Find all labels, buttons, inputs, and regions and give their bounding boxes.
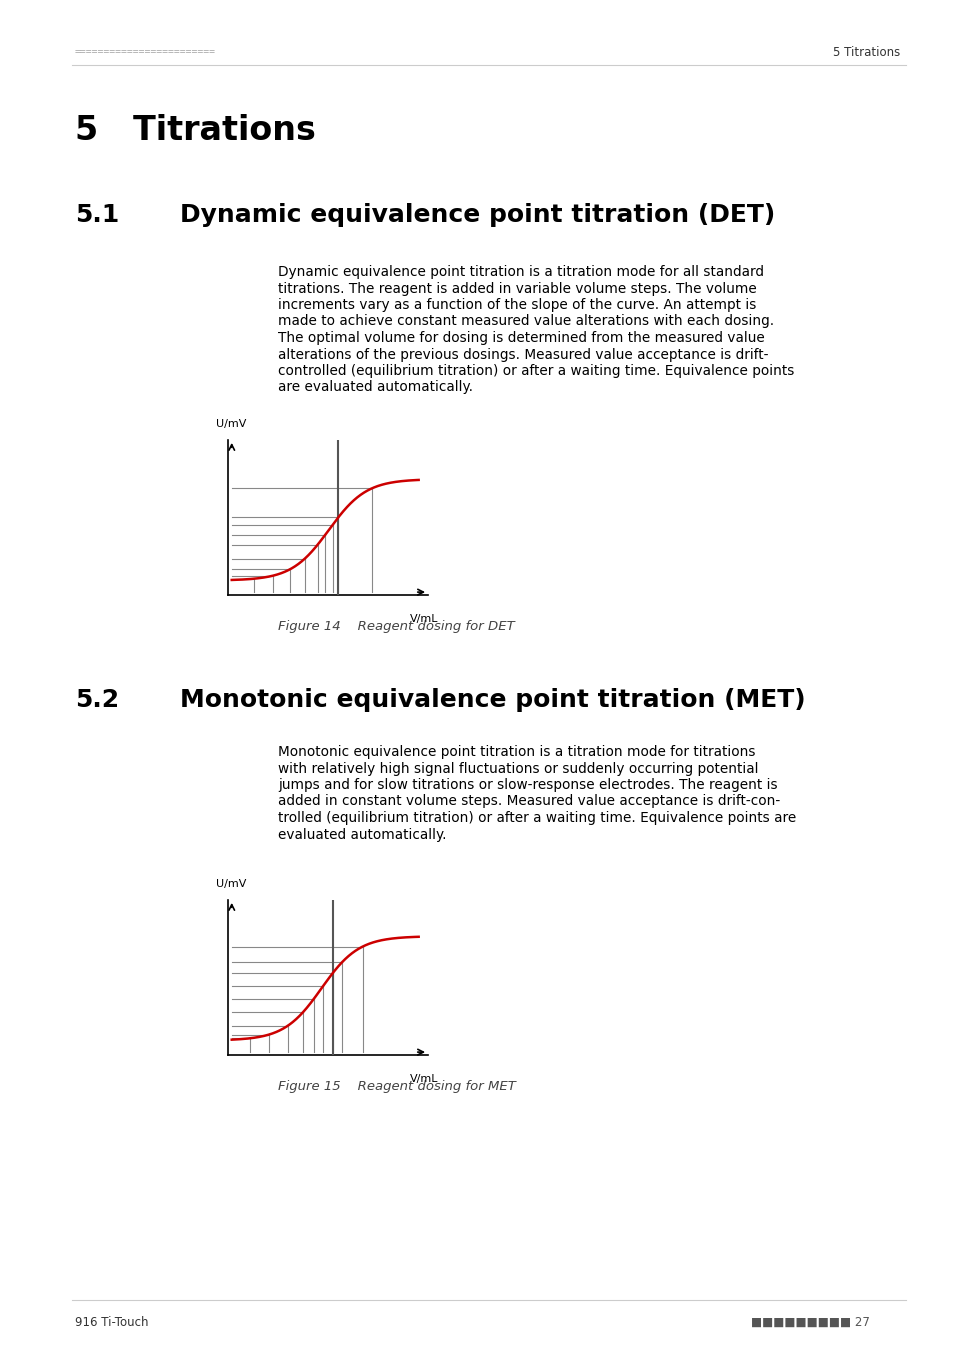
Text: increments vary as a function of the slope of the curve. An attempt is: increments vary as a function of the slo… xyxy=(277,298,756,312)
Text: 5 Titrations: 5 Titrations xyxy=(832,46,899,58)
Text: ========================: ======================== xyxy=(75,47,215,57)
Text: Monotonic equivalence point titration (MET): Monotonic equivalence point titration (M… xyxy=(180,688,804,711)
Text: titrations. The reagent is added in variable volume steps. The volume: titrations. The reagent is added in vari… xyxy=(277,282,756,296)
Text: Monotonic equivalence point titration is a titration mode for titrations: Monotonic equivalence point titration is… xyxy=(277,745,755,759)
Text: with relatively high signal fluctuations or suddenly occurring potential: with relatively high signal fluctuations… xyxy=(277,761,758,775)
Text: U/mV: U/mV xyxy=(215,879,246,890)
Text: The optimal volume for dosing is determined from the measured value: The optimal volume for dosing is determi… xyxy=(277,331,764,346)
Text: 916 Ti-Touch: 916 Ti-Touch xyxy=(75,1315,149,1328)
Text: Figure 15    Reagent dosing for MET: Figure 15 Reagent dosing for MET xyxy=(277,1080,516,1094)
Text: Dynamic equivalence point titration (DET): Dynamic equivalence point titration (DET… xyxy=(180,202,775,227)
Text: are evaluated automatically.: are evaluated automatically. xyxy=(277,381,473,394)
Text: Dynamic equivalence point titration is a titration mode for all standard: Dynamic equivalence point titration is a… xyxy=(277,265,763,279)
Text: added in constant volume steps. Measured value acceptance is drift-con-: added in constant volume steps. Measured… xyxy=(277,795,780,809)
Text: made to achieve constant measured value alterations with each dosing.: made to achieve constant measured value … xyxy=(277,315,773,328)
Text: evaluated automatically.: evaluated automatically. xyxy=(277,828,446,841)
Text: alterations of the previous dosings. Measured value acceptance is drift-: alterations of the previous dosings. Mea… xyxy=(277,347,768,362)
Text: Figure 14    Reagent dosing for DET: Figure 14 Reagent dosing for DET xyxy=(277,620,515,633)
Text: ■■■■■■■■■ 27: ■■■■■■■■■ 27 xyxy=(750,1315,869,1328)
Text: 5.2: 5.2 xyxy=(75,688,119,711)
Text: jumps and for slow titrations or slow-response electrodes. The reagent is: jumps and for slow titrations or slow-re… xyxy=(277,778,777,792)
Text: controlled (equilibrium titration) or after a waiting time. Equivalence points: controlled (equilibrium titration) or af… xyxy=(277,364,794,378)
Text: V/mL: V/mL xyxy=(409,1073,437,1084)
Text: trolled (equilibrium titration) or after a waiting time. Equivalence points are: trolled (equilibrium titration) or after… xyxy=(277,811,796,825)
Text: V/mL: V/mL xyxy=(409,614,437,624)
Text: U/mV: U/mV xyxy=(215,418,246,429)
Text: 5   Titrations: 5 Titrations xyxy=(75,113,315,147)
Text: 5.1: 5.1 xyxy=(75,202,119,227)
